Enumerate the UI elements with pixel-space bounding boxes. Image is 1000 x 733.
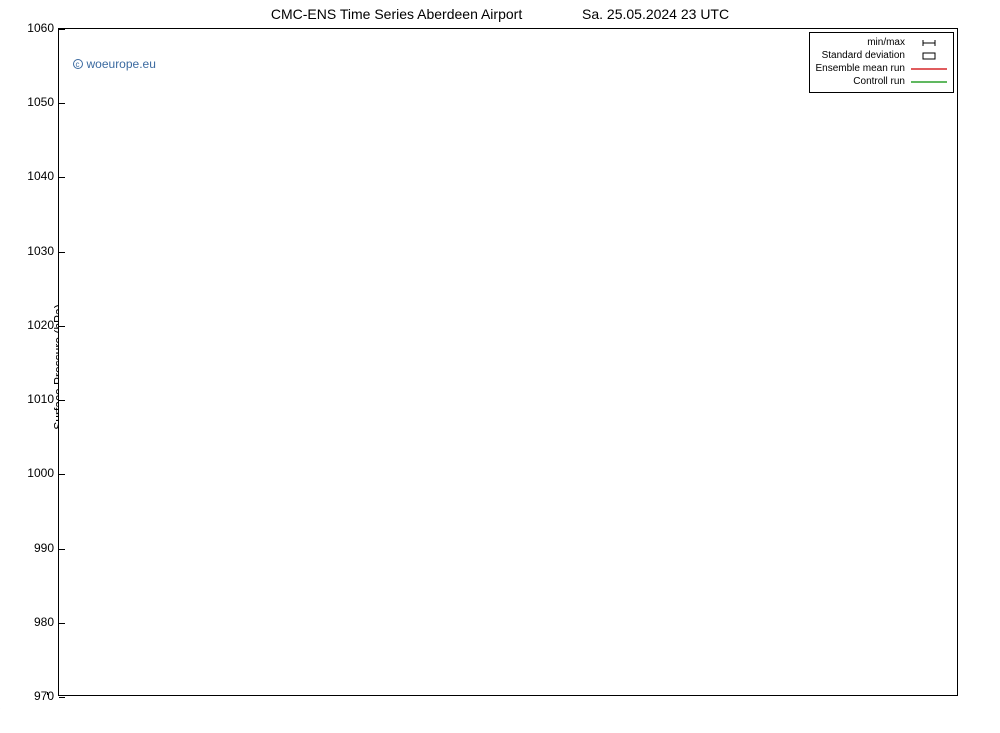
legend: min/maxStandard deviationEnsemble mean r… [809, 32, 955, 93]
legend-label: Controll run [853, 75, 905, 88]
chart-container: CMC-ENS Time Series Aberdeen Airport Sa.… [0, 0, 1000, 733]
legend-swatch [911, 77, 947, 87]
y-tick-label: 1030 [27, 244, 54, 258]
plot-area: c woeurope.eu min/maxStandard deviationE… [58, 28, 958, 696]
legend-swatch [911, 38, 947, 48]
y-tick-label: 990 [34, 541, 54, 555]
y-tick [59, 103, 65, 104]
y-tick [59, 400, 65, 401]
y-tick-label: 1040 [27, 169, 54, 183]
chart-title-left: CMC-ENS Time Series Aberdeen Airport [271, 6, 522, 22]
y-tick-label: 1050 [27, 95, 54, 109]
y-tick [59, 474, 65, 475]
copyright-icon: c [73, 59, 83, 69]
x-tick-minor [47, 692, 48, 695]
legend-label: min/max [867, 36, 905, 49]
y-tick-label: 980 [34, 615, 54, 629]
y-tick [59, 29, 65, 30]
y-tick [59, 623, 65, 624]
y-tick [59, 549, 65, 550]
legend-row: Standard deviation [816, 49, 948, 62]
legend-swatch [911, 64, 947, 74]
watermark: c woeurope.eu [73, 57, 156, 71]
legend-row: min/max [816, 36, 948, 49]
legend-row: Ensemble mean run [816, 62, 948, 75]
y-tick [59, 177, 65, 178]
y-tick [59, 697, 65, 698]
chart-title-right: Sa. 25.05.2024 23 UTC [582, 6, 729, 22]
y-tick [59, 326, 65, 327]
y-tick-label: 1020 [27, 318, 54, 332]
x-tick-label: 27.05 [0, 700, 1, 714]
y-tick-label: 1060 [27, 21, 54, 35]
y-tick-label: 1010 [27, 392, 54, 406]
legend-swatch [911, 51, 947, 61]
legend-label: Standard deviation [822, 49, 905, 62]
y-tick [59, 252, 65, 253]
legend-row: Controll run [816, 75, 948, 88]
legend-label: Ensemble mean run [816, 62, 906, 75]
watermark-text: woeurope.eu [87, 57, 156, 71]
chart-title-row: CMC-ENS Time Series Aberdeen Airport Sa.… [0, 6, 1000, 22]
y-tick-label: 970 [34, 689, 54, 703]
y-tick-label: 1000 [27, 466, 54, 480]
